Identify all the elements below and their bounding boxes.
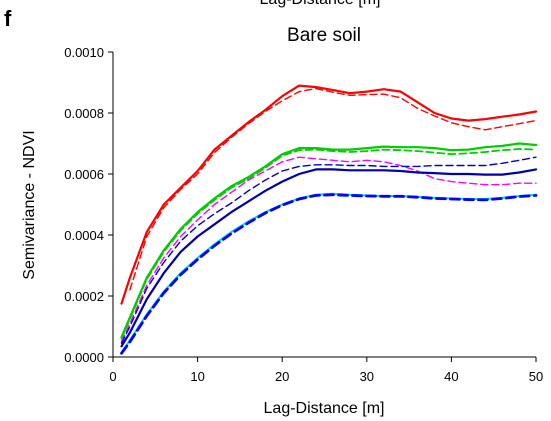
x-tick-label: 30 xyxy=(360,369,374,384)
chart-title: Bare soil xyxy=(287,25,361,46)
y-ticks: 0.0000 0.0002 0.0004 0.0006 0.0008 0.0010 xyxy=(64,45,113,365)
y-axis-title: Semivariance - NDVI xyxy=(21,130,38,279)
x-tick-label: 50 xyxy=(529,369,543,384)
y-tick-label: 0.0000 xyxy=(64,350,104,365)
x-axis-title: Lag-Distance [m] xyxy=(264,400,385,417)
x-tick-label: 10 xyxy=(190,369,204,384)
y-tick-label: 0.0002 xyxy=(64,289,104,304)
y-tick-label: 0.0010 xyxy=(64,45,104,60)
series-layer xyxy=(120,84,538,355)
panel-letter: f xyxy=(4,6,12,31)
series-line-1 xyxy=(129,87,537,291)
y-tick-label: 0.0006 xyxy=(64,167,104,182)
x-ticks: 0 10 20 30 40 50 xyxy=(109,357,543,384)
series-line-0 xyxy=(120,84,538,305)
y-tick-label: 0.0004 xyxy=(64,228,104,243)
series-line-2 xyxy=(120,142,538,339)
plot-area: 0 10 20 30 40 50 0.00000.00020.00040.00060.00… xyxy=(64,45,543,384)
x-tick-label: 40 xyxy=(444,369,458,384)
y-tick-label: 0.0008 xyxy=(64,106,104,121)
top-cut-label: Lag-Distance [m] xyxy=(260,0,381,8)
series-line-6 xyxy=(120,168,538,348)
series-line-3 xyxy=(120,148,537,340)
x-tick-label: 0 xyxy=(109,369,116,384)
series-line-8 xyxy=(120,193,538,355)
series-line-5 xyxy=(120,156,537,344)
series-line-4 xyxy=(120,156,537,343)
x-tick-label: 20 xyxy=(275,369,289,384)
